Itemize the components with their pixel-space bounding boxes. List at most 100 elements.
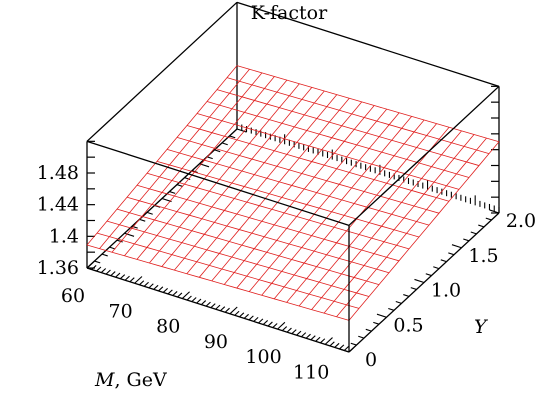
x-tick-labels: 60 70 80 90 100 110 [61, 285, 329, 383]
x-tick [224, 307, 230, 313]
y-tick-back [146, 211, 153, 215]
mesh-line-y [106, 220, 370, 297]
x-tick [215, 304, 221, 310]
y-tick [440, 259, 447, 263]
x-tick [210, 303, 216, 309]
x-tick [262, 320, 269, 325]
y-tick-label: 2.0 [506, 210, 536, 232]
mesh-line-y [156, 160, 420, 238]
mesh-line-m [236, 108, 388, 289]
y-tick [410, 287, 417, 290]
mesh-line-m [198, 98, 350, 278]
x-tick [119, 274, 126, 280]
y-tick [403, 294, 410, 297]
x-tick [243, 313, 249, 319]
mesh-line-m [111, 72, 263, 253]
x-tick [181, 291, 190, 299]
y-tick-back [109, 246, 116, 250]
x-tick-label: 80 [156, 316, 180, 338]
x-tick [291, 329, 297, 335]
x-tick [105, 269, 111, 275]
x-tick [258, 318, 264, 324]
y-tick [485, 217, 492, 221]
x-tick [134, 276, 143, 284]
mesh-line-m [161, 87, 313, 267]
surface-mesh [86, 65, 500, 321]
y-tick-back [116, 239, 123, 243]
x-tick [239, 312, 245, 318]
x-axis-unit: , GeV [114, 369, 167, 391]
y-tick-back [184, 177, 191, 181]
mesh-line-y [166, 148, 430, 226]
mesh-line-y [86, 244, 350, 321]
x-tick [281, 326, 288, 332]
x-tick [158, 286, 164, 292]
x-tick [86, 260, 95, 269]
x-tick [177, 292, 183, 298]
y-tick [395, 300, 402, 304]
y-tick-back [124, 232, 135, 237]
x-tick [100, 268, 107, 273]
x-tick [334, 342, 340, 348]
x-tick [253, 316, 259, 322]
x-tick [124, 275, 130, 281]
mesh-line-m [311, 130, 462, 310]
mesh-line-y [96, 232, 360, 309]
x-tick [315, 336, 321, 342]
x-tick [296, 330, 302, 336]
y-tick-back [101, 253, 108, 257]
y-tick [425, 273, 432, 277]
z-tick-label: 1.44 [37, 194, 79, 216]
mesh-line-y [196, 113, 460, 190]
mesh-line-m [136, 79, 288, 260]
mesh-line-m [248, 112, 400, 292]
x-tick [139, 280, 145, 286]
x-tick [91, 265, 97, 270]
x-tick [310, 335, 316, 341]
mesh-line-m [298, 127, 450, 307]
x-tick [300, 332, 307, 338]
mesh-line-m [186, 94, 338, 274]
y-tick-back [176, 184, 183, 187]
x-tick [172, 291, 178, 296]
y-tick-back [221, 142, 228, 146]
y-tick-back [214, 149, 221, 153]
y-tick [433, 266, 440, 270]
x-tick [205, 301, 211, 307]
y-tick-back [169, 191, 176, 194]
x-tick [329, 341, 335, 347]
mesh-line-m [211, 101, 363, 282]
x-tick [96, 266, 102, 272]
y-tick-label: 1.5 [468, 245, 498, 267]
x-tick [272, 323, 278, 328]
y-tick [358, 335, 365, 339]
x-tick [196, 298, 202, 304]
mesh-line-y [136, 184, 400, 262]
edge-back-top-right [236, 1, 500, 87]
mesh-line-m [149, 83, 300, 264]
y-tick [463, 238, 470, 242]
chart-title: K-factor [251, 2, 328, 24]
x-tick-label: 60 [61, 285, 85, 307]
edge-right-top [348, 85, 500, 226]
edge-right-bottom [348, 212, 500, 353]
y-tick [470, 231, 477, 235]
edge-front-top [86, 140, 350, 226]
box-back-edges [86, 1, 500, 269]
x-tick-label: 90 [204, 331, 228, 353]
mesh-line-y [176, 137, 440, 214]
mesh-line-y [146, 172, 410, 250]
mesh-line-y [186, 125, 450, 202]
x-tick [220, 306, 226, 312]
x-tick [267, 321, 273, 327]
y-tick-back [139, 218, 146, 222]
x-tick-label: 110 [293, 361, 329, 383]
mesh-line-m [336, 137, 487, 318]
x-tick-label: 70 [109, 300, 133, 322]
y-tick-label: 0 [365, 349, 377, 371]
x-tick [186, 295, 192, 301]
x-tick [143, 281, 149, 287]
y-tick-back [236, 128, 247, 133]
mesh-line-y [226, 77, 490, 155]
